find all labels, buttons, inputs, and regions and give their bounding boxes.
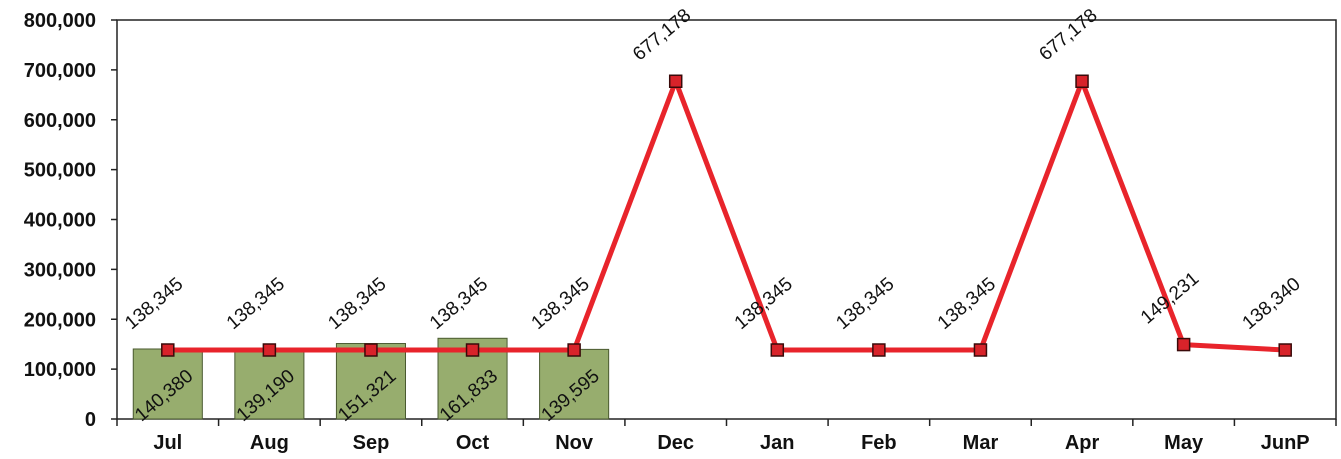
bar: [132, 348, 203, 420]
line-marker: [770, 343, 785, 357]
line-marker: [161, 343, 175, 357]
y-tick-label: 100,000: [24, 359, 96, 381]
line-marker: [1278, 343, 1292, 357]
x-tick-label: Jul: [153, 432, 182, 454]
bar: [539, 348, 610, 420]
x-tick-label: Aug: [250, 432, 289, 454]
line-marker: [872, 343, 886, 357]
y-tick-label: 400,000: [24, 210, 96, 232]
line-marker: [1176, 337, 1191, 352]
y-tick-label: 800,000: [24, 10, 96, 32]
x-tick-label: JunP: [1261, 432, 1310, 454]
y-tick-label: 300,000: [24, 259, 96, 281]
x-tick-label: Dec: [657, 432, 694, 454]
x-tick-label: Feb: [861, 432, 897, 454]
y-tick-label: 0: [85, 409, 96, 431]
line-marker: [567, 343, 581, 357]
line-marker: [364, 343, 378, 357]
y-tick-label: 500,000: [24, 160, 96, 182]
x-tick-label: Sep: [353, 432, 390, 454]
line-marker: [465, 343, 480, 357]
x-tick-label: May: [1164, 432, 1204, 454]
line-marker: [668, 74, 683, 89]
bar: [234, 349, 305, 420]
line-series: [161, 74, 1292, 357]
x-tick-label: Mar: [963, 432, 999, 454]
x-axis: Jul Aug Sep Oct Nov Dec Jan Feb Mar Apr May JunP: [116, 419, 1337, 454]
line-marker: [973, 343, 988, 357]
y-tick-label: 600,000: [24, 110, 96, 132]
y-axis: 0 100,000 200,000 300,000 400,000 500,000 600,…: [24, 10, 117, 431]
x-tick-label: Nov: [555, 432, 594, 454]
x-tick-label: Apr: [1065, 432, 1100, 454]
y-tick-label: 200,000: [24, 309, 96, 331]
line-marker: [262, 343, 277, 357]
line-marker: [1075, 74, 1089, 89]
y-tick-label: 700,000: [24, 60, 96, 82]
line-path: [167, 78, 1286, 353]
x-tick-label: Jan: [760, 432, 794, 454]
x-tick-label: Oct: [456, 432, 490, 454]
